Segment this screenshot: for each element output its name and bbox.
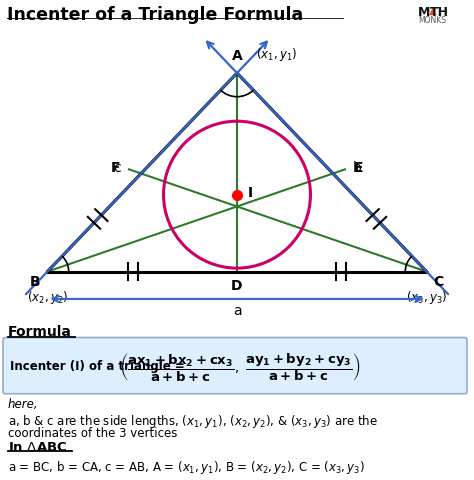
- Text: Incenter of a Triangle Formula: Incenter of a Triangle Formula: [7, 6, 303, 24]
- Text: F: F: [111, 160, 120, 175]
- Text: a, b & c are the side lengths, $(x_1, y_1)$, $(x_2, y_2)$, & $(x_3, y_3)$ are th: a, b & c are the side lengths, $(x_1, y_…: [8, 412, 378, 429]
- Text: TH: TH: [430, 6, 449, 19]
- Text: In $\Delta$ABC: In $\Delta$ABC: [8, 440, 67, 453]
- Text: Formula: Formula: [8, 325, 72, 339]
- Text: A: A: [232, 49, 242, 63]
- Text: ▲: ▲: [428, 6, 436, 16]
- Text: I: I: [247, 186, 253, 200]
- Text: $(x_3, y_3)$: $(x_3, y_3)$: [406, 288, 447, 305]
- Text: D: D: [231, 278, 243, 292]
- Text: b: b: [353, 161, 362, 175]
- Text: B: B: [30, 274, 40, 288]
- Text: M: M: [418, 6, 430, 19]
- Text: MONKS: MONKS: [418, 16, 447, 25]
- Text: a: a: [233, 303, 241, 317]
- Text: c: c: [113, 161, 121, 175]
- Text: Incenter (I) of a triangle =: Incenter (I) of a triangle =: [10, 360, 189, 372]
- Text: $(x_1, y_1)$: $(x_1, y_1)$: [256, 46, 297, 63]
- Text: here,: here,: [8, 397, 38, 410]
- Text: a = BC, b = CA, c = AB, A = $(x_1, y_1)$, B = $(x_2, y_2)$, C = $(x_3, y_3)$: a = BC, b = CA, c = AB, A = $(x_1, y_1)$…: [8, 458, 365, 475]
- Text: $\left(\dfrac{\mathbf{ax_1 + bx_2 + cx_3}}{\mathbf{a + b + c}},\ \dfrac{\mathbf{: $\left(\dfrac{\mathbf{ax_1 + bx_2 + cx_3…: [119, 350, 361, 382]
- FancyBboxPatch shape: [3, 338, 467, 394]
- Text: $(x_2, y_2)$: $(x_2, y_2)$: [27, 288, 68, 305]
- Text: E: E: [354, 160, 363, 175]
- Text: coordinates of the 3 vertices: coordinates of the 3 vertices: [8, 426, 177, 439]
- Text: C: C: [434, 274, 444, 288]
